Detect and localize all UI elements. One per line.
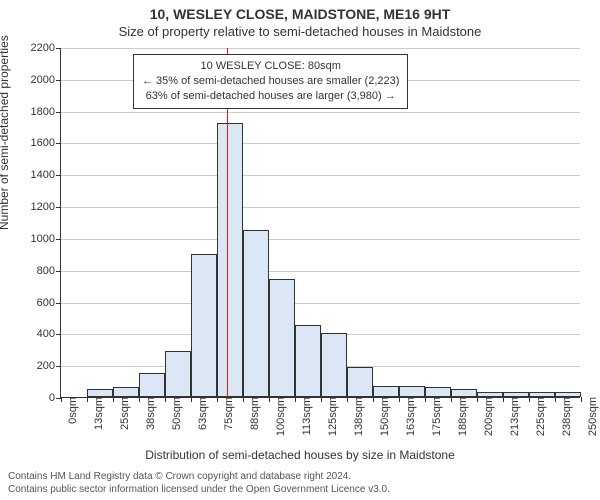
y-gridline [61, 271, 580, 272]
x-tick-label: 250sqm [581, 397, 599, 436]
histogram-bar [373, 386, 399, 397]
footnote-line1: Contains HM Land Registry data © Crown c… [8, 471, 390, 484]
x-tick-label: 0sqm [61, 397, 79, 424]
histogram-bar [269, 279, 295, 397]
histogram-bar [477, 392, 503, 397]
y-tick-label: 0 [49, 392, 61, 404]
info-box-line2: ← 35% of semi-detached houses are smalle… [142, 74, 399, 89]
y-tick-label: 800 [37, 265, 61, 277]
y-gridline [61, 48, 580, 49]
histogram-bar [425, 387, 451, 397]
y-gridline [61, 143, 580, 144]
info-box-line1: 10 WESLEY CLOSE: 80sqm [142, 59, 399, 74]
y-tick-label: 1000 [31, 233, 61, 245]
y-tick-label: 2200 [31, 42, 61, 54]
y-tick-label: 600 [37, 297, 61, 309]
x-tick-label: 63sqm [191, 397, 209, 430]
chart-container: 10, WESLEY CLOSE, MAIDSTONE, ME16 9HT Si… [0, 0, 600, 500]
x-tick-label: 100sqm [269, 397, 287, 436]
info-box-line3: 63% of semi-detached houses are larger (… [142, 89, 399, 104]
histogram-bar [113, 387, 139, 397]
x-tick-label: 225sqm [529, 397, 547, 436]
footnote: Contains HM Land Registry data © Crown c… [8, 471, 390, 496]
histogram-bar [321, 333, 347, 397]
x-tick-label: 163sqm [399, 397, 417, 436]
histogram-bar [295, 325, 321, 397]
x-tick-label: 188sqm [451, 397, 469, 436]
x-tick-label: 38sqm [139, 397, 157, 430]
histogram-bar [217, 123, 243, 397]
x-tick-label: 25sqm [113, 397, 131, 430]
histogram-bar [503, 392, 529, 397]
x-tick-label: 113sqm [295, 397, 313, 435]
y-tick-label: 1600 [31, 137, 61, 149]
histogram-bar [87, 389, 113, 397]
x-tick-label: 213sqm [503, 397, 521, 436]
y-tick-label: 1400 [31, 169, 61, 181]
histogram-bar [555, 392, 581, 397]
y-tick-label: 2000 [31, 74, 61, 86]
x-tick-label: 13sqm [87, 397, 105, 430]
y-axis-label: Number of semi-detached properties [0, 35, 11, 230]
x-axis-label: Distribution of semi-detached houses by … [0, 448, 600, 462]
histogram-bar [243, 230, 269, 397]
x-tick-label: 200sqm [477, 397, 495, 436]
histogram-bar [529, 392, 555, 397]
x-tick-label: 75sqm [217, 397, 235, 430]
histogram-bar [399, 386, 425, 397]
y-tick-label: 400 [37, 328, 61, 340]
histogram-bar [191, 254, 217, 397]
histogram-bar [347, 367, 373, 397]
x-tick-label: 138sqm [347, 397, 365, 436]
y-tick-label: 200 [37, 360, 61, 372]
info-box: 10 WESLEY CLOSE: 80sqm ← 35% of semi-det… [133, 54, 408, 109]
x-tick-label: 125sqm [321, 397, 339, 436]
y-gridline [61, 175, 580, 176]
page-subtitle: Size of property relative to semi-detach… [0, 24, 600, 39]
x-tick-label: 50sqm [165, 397, 183, 430]
x-tick-label: 150sqm [373, 397, 391, 436]
histogram-bar [451, 389, 477, 397]
footnote-line2: Contains public sector information licen… [8, 484, 390, 497]
y-gridline [61, 303, 580, 304]
x-tick-label: 175sqm [425, 397, 443, 436]
histogram-bar [139, 373, 165, 397]
y-tick-label: 1800 [31, 106, 61, 118]
plot-area: 0200400600800100012001400160018002000220… [60, 48, 580, 398]
x-tick-label: 238sqm [555, 397, 573, 436]
y-gridline [61, 207, 580, 208]
x-tick-label: 88sqm [243, 397, 261, 430]
page-title: 10, WESLEY CLOSE, MAIDSTONE, ME16 9HT [0, 6, 600, 22]
y-gridline [61, 112, 580, 113]
y-gridline [61, 239, 580, 240]
y-tick-label: 1200 [31, 201, 61, 213]
histogram-bar [165, 351, 191, 397]
